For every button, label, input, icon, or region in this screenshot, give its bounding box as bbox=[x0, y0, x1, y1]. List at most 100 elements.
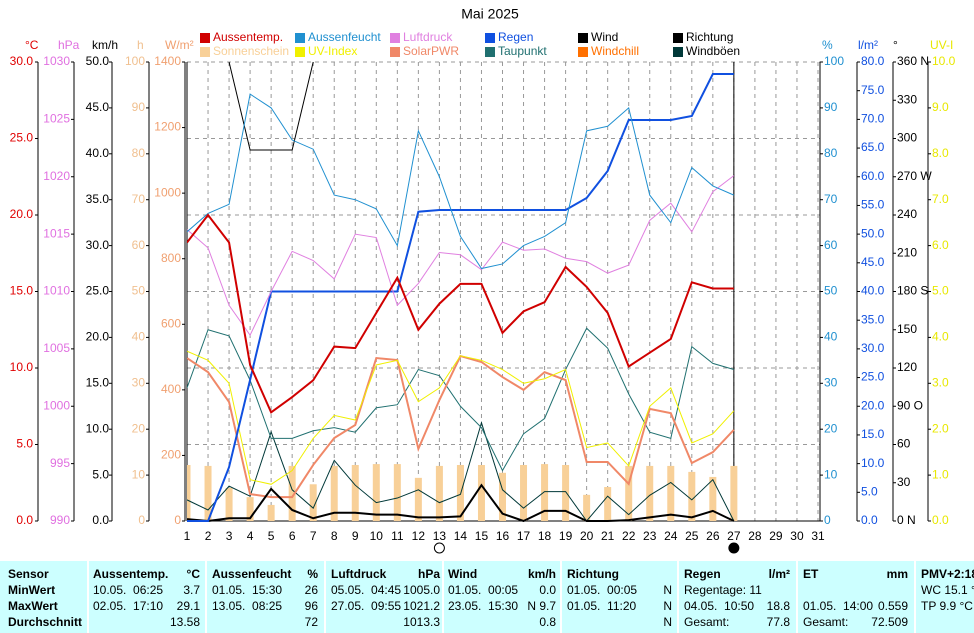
y-tick-label: 0 bbox=[138, 513, 145, 527]
y-tick-label: 25.0 bbox=[861, 370, 885, 384]
y-tick-label: 1025 bbox=[43, 112, 70, 126]
y-tick-label: 70.0 bbox=[861, 112, 885, 126]
y-tick-label: 80 bbox=[824, 146, 838, 160]
x-tick-label: 8 bbox=[331, 529, 338, 543]
axis-unit: km/h bbox=[92, 38, 118, 52]
table-cell: WC 15.1 °C bbox=[921, 583, 974, 597]
plot-area bbox=[187, 62, 738, 522]
x-tick-label: 15 bbox=[475, 529, 489, 543]
sunshine-bar bbox=[499, 472, 506, 521]
y-tick-label: 60 bbox=[132, 238, 146, 252]
x-tick-label: 16 bbox=[496, 529, 510, 543]
y-tick-label: 150 bbox=[897, 322, 917, 336]
sunshine-bar bbox=[351, 465, 359, 521]
y-tick-label: 9.0 bbox=[932, 100, 949, 114]
x-tick-label: 9 bbox=[352, 529, 359, 543]
y-tick-label: 0 bbox=[824, 513, 831, 527]
table-cell: 23.05. 15:30 bbox=[448, 599, 518, 613]
y-tick-label: 80 bbox=[132, 146, 146, 160]
sunshine-bar bbox=[541, 464, 549, 521]
y-tick-label: 990 bbox=[50, 513, 70, 527]
y-tick-label: 600 bbox=[161, 316, 181, 330]
sunshine-bar bbox=[730, 465, 738, 521]
y-tick-label: 270 W bbox=[897, 169, 932, 183]
series-line bbox=[187, 73, 734, 522]
sunshine-bar bbox=[604, 487, 612, 521]
sunshine-bar bbox=[414, 477, 422, 521]
y-tick-label: 330 bbox=[897, 92, 917, 106]
legend-label: Regen bbox=[498, 30, 533, 44]
y-tick-label: 35.0 bbox=[86, 192, 110, 206]
y-tick-label: 240 bbox=[897, 207, 917, 221]
table-cell: l/m² bbox=[769, 567, 790, 581]
table-row-label: MaxWert bbox=[8, 599, 58, 613]
table-cell: 01.05. 00:05 bbox=[448, 583, 518, 597]
table-cell: km/h bbox=[528, 567, 556, 581]
x-tick-label: 23 bbox=[643, 529, 657, 543]
table-background bbox=[0, 561, 974, 633]
series-line bbox=[228, 62, 314, 151]
sunshine-bar bbox=[372, 464, 380, 521]
legend-label: Windchill bbox=[591, 44, 639, 58]
table-cell: N bbox=[663, 599, 672, 613]
table-cell: 01.05. 11:20 bbox=[567, 599, 636, 613]
y-tick-label: 90 O bbox=[897, 398, 923, 412]
legend-swatch bbox=[485, 33, 495, 43]
table-cell: 1005.0 bbox=[403, 583, 440, 597]
y-tick-label: 300 bbox=[897, 131, 917, 145]
x-tick-label: 25 bbox=[685, 529, 699, 543]
table-cell: 26 bbox=[305, 583, 319, 597]
table-cell: N bbox=[663, 615, 672, 629]
sunshine-bar bbox=[688, 471, 696, 521]
y-tick-label: 30 bbox=[824, 375, 838, 389]
table-cell: 96 bbox=[305, 599, 319, 613]
x-tick-label: 24 bbox=[664, 529, 678, 543]
legend-label: Wind bbox=[591, 30, 618, 44]
legend-swatch bbox=[578, 33, 588, 43]
y-tick-label: 1005 bbox=[43, 341, 70, 355]
y-tick-label: 200 bbox=[161, 448, 181, 462]
table-cell: Richtung bbox=[567, 567, 619, 581]
y-tick-label: 50.0 bbox=[861, 226, 885, 240]
y-tick-label: 40.0 bbox=[86, 146, 110, 160]
y-tick-label: 30.0 bbox=[861, 341, 885, 355]
y-tick-label: 4.0 bbox=[932, 330, 949, 344]
table-cell: TP 9.9 °C bbox=[921, 599, 973, 613]
y-tick-label: 35.0 bbox=[861, 312, 885, 326]
table-cell: 0.8 bbox=[539, 615, 556, 629]
x-tick-label: 2 bbox=[205, 529, 212, 543]
y-tick-label: 10 bbox=[824, 467, 838, 481]
y-tick-label: 1000 bbox=[154, 185, 181, 199]
table-cell: hPa bbox=[418, 567, 440, 581]
x-tick-label: 10 bbox=[370, 529, 384, 543]
table-cell: 05.05. 04:45 bbox=[331, 583, 401, 597]
x-tick-label: 1 bbox=[184, 529, 191, 543]
y-tick-label: 100 bbox=[125, 54, 145, 68]
axis-unit: UV-I bbox=[930, 38, 953, 52]
legend-swatch bbox=[390, 33, 400, 43]
y-tick-label: 40 bbox=[824, 330, 838, 344]
sunshine-bar bbox=[187, 465, 191, 521]
table-cell: 02.05. 17:10 bbox=[93, 599, 163, 613]
y-tick-label: 45.0 bbox=[861, 255, 885, 269]
y-tick-label: 120 bbox=[897, 360, 917, 374]
y-tick-label: 0 bbox=[174, 513, 181, 527]
sunshine-bar bbox=[267, 504, 275, 521]
y-tick-label: 10.0 bbox=[86, 421, 110, 435]
legend-label: Richtung bbox=[686, 30, 733, 44]
y-tick-label: 1.0 bbox=[932, 467, 949, 481]
series-line bbox=[187, 175, 735, 337]
sunshine-bar bbox=[309, 484, 317, 521]
axis-unit: °C bbox=[25, 38, 39, 52]
table-cell: mm bbox=[887, 567, 908, 581]
x-tick-label: 17 bbox=[517, 529, 531, 543]
sunshine-bar bbox=[225, 487, 233, 521]
table-cell: 10.05. 06:25 bbox=[93, 583, 163, 597]
sunshine-bar bbox=[288, 465, 296, 521]
y-tick-label: 20.0 bbox=[861, 398, 885, 412]
legend-label: Aussentemp. bbox=[213, 30, 283, 44]
sunshine-bar bbox=[667, 465, 675, 521]
y-tick-label: 50.0 bbox=[86, 54, 110, 68]
